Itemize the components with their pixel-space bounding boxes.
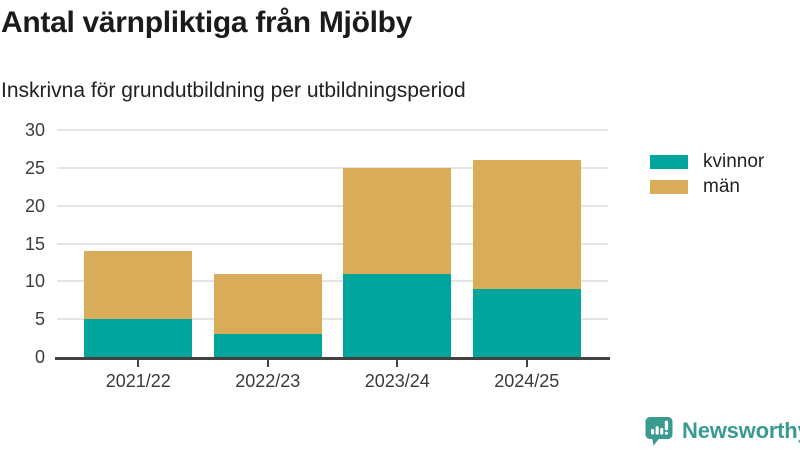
x-axis-tick <box>396 360 399 367</box>
y-axis-tick-label: 25 <box>24 157 45 178</box>
bar-segment-kvinnor <box>213 334 322 357</box>
legend-label: män <box>703 175 740 197</box>
bar-segment-kvinnor <box>472 288 581 357</box>
x-axis-label: 2021/22 <box>105 371 171 391</box>
chart-title: Antal värnpliktiga från Mjölby <box>1 6 413 39</box>
legend: kvinnor män <box>650 151 764 201</box>
x-axis-tick <box>137 360 140 367</box>
bar-segment-män <box>84 251 193 320</box>
legend-item-kvinnor: kvinnor <box>650 151 764 172</box>
y-axis-tick-label: 5 <box>34 309 45 330</box>
x-axis-label: 2024/25 <box>494 371 560 391</box>
x-axis-tick <box>266 360 269 367</box>
bar-2021/22 <box>84 251 193 357</box>
chart-subtitle: Inskrivna för grundutbildning per utbild… <box>1 79 466 102</box>
bar-segment-män <box>472 160 581 289</box>
legend-swatch <box>650 154 688 169</box>
x-axis-tick <box>525 360 528 367</box>
gridline <box>57 129 608 131</box>
legend-swatch <box>650 179 688 194</box>
y-axis-tick-label: 0 <box>34 347 45 367</box>
y-axis-tick-label: 15 <box>24 233 45 254</box>
x-axis-label: 2022/23 <box>235 371 301 391</box>
bar-2022/23 <box>213 273 322 357</box>
y-axis-tick-label: 10 <box>24 271 45 292</box>
bar-segment-kvinnor <box>84 319 193 357</box>
x-axis-label: 2023/24 <box>364 371 430 391</box>
newsworthy-icon <box>645 417 673 446</box>
brand-logo: Newsworthy <box>642 414 800 448</box>
gridline <box>57 280 608 283</box>
legend-label: kvinnor <box>703 150 765 172</box>
bar-segment-män <box>343 167 452 274</box>
gridline <box>57 204 608 207</box>
bar-segment-män <box>213 273 322 335</box>
gridline <box>57 318 608 321</box>
bar-2023/24 <box>343 167 452 357</box>
gridline <box>57 166 608 169</box>
gridline <box>57 242 608 245</box>
bar-segment-kvinnor <box>343 273 452 357</box>
plot-area: 2021/22 2022/23 2023/24 2024/25 <box>55 129 610 391</box>
brand-name: Newsworthy <box>682 418 800 443</box>
legend-item-män: män <box>650 176 764 197</box>
y-axis-tick-label: 30 <box>24 120 45 140</box>
y-axis-tick-label: 20 <box>24 195 45 216</box>
bar-2024/25 <box>472 160 581 357</box>
y-axis: 0 5 10 15 20 25 30 <box>0 120 45 367</box>
